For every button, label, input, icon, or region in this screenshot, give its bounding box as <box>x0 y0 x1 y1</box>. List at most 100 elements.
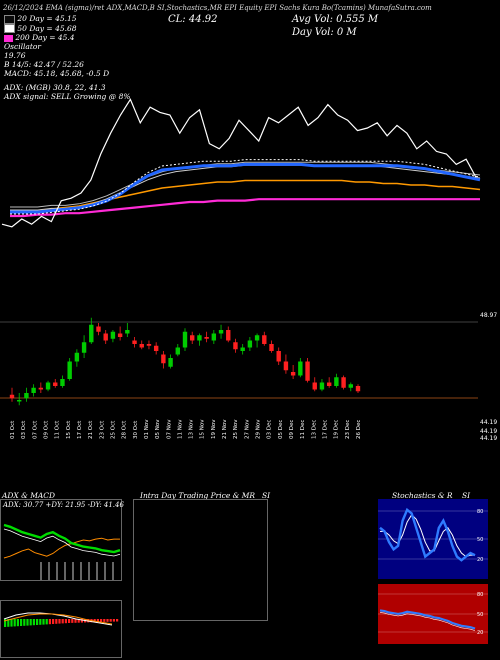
candle-body <box>197 335 202 341</box>
macd-histogram-bar <box>32 619 35 626</box>
date-axis-label: 11 Nov <box>177 419 183 439</box>
date-axis-label: 27 Nov <box>244 419 250 439</box>
rsi-axis-label: 80 <box>477 592 483 598</box>
avg-volume-label: Avg Vol: 0.555 M <box>292 14 379 25</box>
intraday-si-title: SI <box>262 491 271 500</box>
macd-histogram-bar <box>48 619 51 625</box>
candle-body <box>53 382 58 386</box>
adx-label: ADX: (MGB) 30.8, 22, 41.3 <box>4 83 106 92</box>
candle-body <box>298 361 303 376</box>
candle-body <box>161 354 166 364</box>
date-axis-label: 07 Nov <box>166 419 172 439</box>
candle-body <box>74 352 80 362</box>
date-axis-label: 15 Oct <box>66 420 72 439</box>
macd-histogram-bar <box>36 619 39 625</box>
candle-body <box>132 340 137 344</box>
date-axis-label: 11 Oct <box>55 420 61 439</box>
macd-histogram-bar <box>68 619 71 623</box>
date-axis-label: 25 Nov <box>233 419 239 439</box>
macd-histogram-bar <box>74 619 77 623</box>
macd-histogram-bar <box>93 619 96 623</box>
macd-histogram-bar <box>20 619 23 626</box>
candle-body <box>283 361 289 371</box>
candle-body <box>81 342 87 353</box>
date-axis-label: 17 Dec <box>323 420 329 439</box>
macd-histogram-bar <box>4 619 7 627</box>
price-axis-label: 44.19 <box>480 435 497 440</box>
candle-body <box>218 330 224 334</box>
adx-panel-title: ADX & MACD <box>2 491 56 500</box>
candle-body <box>139 344 144 348</box>
macd-histogram-bar <box>39 619 42 625</box>
date-axis-label: 25 Oct <box>110 420 116 439</box>
macd-histogram-bar <box>42 619 45 625</box>
price-axis-label: 48.97 <box>480 312 497 319</box>
candle-body <box>110 331 116 339</box>
macd-histogram-bar <box>61 619 64 624</box>
intraday-panel-title: Intra Day Trading Price & MR <box>140 491 256 500</box>
candle-body <box>9 394 15 399</box>
adx-line <box>3 528 121 557</box>
macd-histogram-bar <box>80 619 83 623</box>
candle-body <box>103 333 108 341</box>
candle-body <box>17 400 22 402</box>
macd-histogram-bar <box>100 619 103 622</box>
macd-histogram-bar <box>29 619 32 626</box>
macd-histogram-bar <box>71 619 74 623</box>
ema200-swatch <box>4 34 13 42</box>
candle-body <box>146 344 152 346</box>
stoch-k-line <box>379 507 476 562</box>
candle-body <box>355 386 361 392</box>
date-axis-label: 13 Nov <box>189 419 195 439</box>
date-axis-label: 05 Dec <box>278 420 284 439</box>
rsi-line <box>379 609 476 630</box>
macd-histogram-bar <box>116 619 119 622</box>
date-axis-label: 19 Nov <box>211 419 217 439</box>
candle-body <box>290 372 296 376</box>
stoch-si-title: SI <box>462 491 471 500</box>
plus-di-line <box>3 523 121 554</box>
close-price-line <box>1 98 477 228</box>
macd-histogram-bar <box>45 619 48 625</box>
candle-body <box>153 345 159 351</box>
candle-body <box>24 393 29 399</box>
candle-body <box>334 377 339 386</box>
close-label: CL: 44.92 <box>168 14 218 25</box>
candle-body <box>226 330 231 341</box>
date-axis-label: 21 Nov <box>222 419 228 439</box>
date-axis-label: 23 Dec <box>345 420 351 439</box>
date-axis-label: 17 Oct <box>77 420 83 439</box>
intraday-panel <box>133 499 268 621</box>
ema20-swatch <box>4 14 15 24</box>
date-axis-label: 07 Oct <box>32 420 38 439</box>
day-volume-label: Day Vol: 0 M <box>292 27 357 38</box>
chart-header: 26/12/2024 EMA (sigma)/ret ADX,MACD,B SI… <box>3 4 432 12</box>
date-axis-label: 11 Dec <box>300 420 306 439</box>
signal-line <box>10 159 481 215</box>
macd-histogram-bar <box>106 619 109 622</box>
macd-histogram-bar <box>26 619 29 626</box>
stoch-axis-label: 50 <box>477 537 483 543</box>
candle-body <box>175 347 180 355</box>
date-axis-label: 05 Nov <box>155 419 161 439</box>
rsi-axis-label: 50 <box>477 612 483 618</box>
date-axis-label: 29 Nov <box>256 419 262 439</box>
candle-body <box>262 335 267 344</box>
ema20-line <box>10 162 481 214</box>
candle-body <box>96 326 101 332</box>
macd-label: MACD: 45.18, 45.68, -0.5 D <box>4 69 110 78</box>
macd-histogram-bar <box>52 619 55 624</box>
candle-body <box>45 382 51 390</box>
candle-body <box>305 361 310 381</box>
ema200-row: 200 Day = 45.4 <box>4 33 130 42</box>
ema20-label: 20 Day = 45.15 <box>17 14 77 23</box>
candle-body <box>341 377 346 388</box>
candle-body <box>89 324 94 343</box>
ema50-swatch <box>4 24 15 33</box>
macd-histogram-bar <box>7 619 10 627</box>
date-axis-label: 23 Oct <box>99 420 105 439</box>
adx-panel <box>0 499 122 581</box>
candle-body <box>319 382 325 390</box>
date-axis-label: 26 Dec <box>356 420 362 439</box>
